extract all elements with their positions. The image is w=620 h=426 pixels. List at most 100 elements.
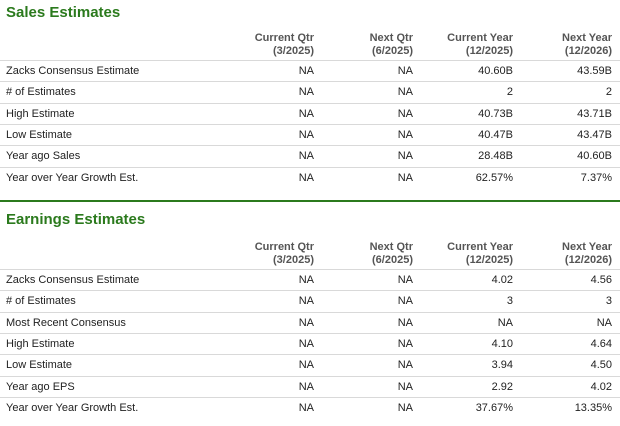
header-line1: Next Year: [562, 32, 612, 44]
row-value: NA: [397, 359, 413, 372]
header-line2: (3/2025): [273, 45, 314, 57]
row-label: Zacks Consensus Estimate: [6, 274, 140, 286]
header-line2: (12/2025): [465, 254, 513, 266]
table-row: Year over Year Growth Est. NA NA 62.57% 7.37…: [0, 166, 620, 189]
row-value: NA: [397, 107, 413, 120]
row-label: High Estimate: [6, 337, 75, 350]
row-value: 40.73B: [478, 107, 513, 120]
row-value: NA: [298, 107, 314, 120]
row-value: NA: [397, 128, 413, 141]
row-value: 3: [506, 295, 513, 308]
row-value: NA: [298, 274, 314, 286]
row-value: 43.47B: [577, 128, 612, 141]
table-row: Year over Year Growth Est. NA NA 37.67% 13.3…: [0, 396, 620, 419]
row-label: # of Estimates: [6, 86, 76, 99]
header-line1: Current Year: [447, 241, 513, 253]
table-row: Zacks Consensus Estimate NA NA 40.60B 43.59B: [0, 60, 620, 82]
row-value: 40.47B: [478, 128, 513, 141]
row-value: 2: [506, 86, 513, 99]
row-value: NA: [397, 401, 413, 414]
row-value: NA: [397, 316, 413, 329]
row-label: Year over Year Growth Est.: [6, 401, 139, 414]
row-label: Year ago Sales: [6, 150, 81, 163]
row-value: 43.71B: [577, 107, 612, 120]
row-value: 28.48B: [478, 150, 513, 163]
header-line1: Current Qtr: [254, 32, 314, 44]
table-row: Year ago Sales NA NA 28.48B 40.60B: [0, 145, 620, 167]
earnings-header-next-qtr: Next Qtr (6/2025): [370, 241, 413, 267]
header-line1: Next Qtr: [369, 241, 413, 253]
row-value: NA: [596, 316, 612, 329]
section-divider: [0, 200, 620, 202]
header-line2: (6/2025): [372, 45, 413, 57]
header-line1: Next Qtr: [369, 32, 413, 44]
row-value: 62.57%: [475, 171, 513, 184]
row-label: # of Estimates: [6, 295, 76, 308]
earnings-header-current-year: Current Year (12/2025): [447, 241, 513, 267]
header-line2: (12/2026): [564, 45, 612, 57]
row-value: NA: [298, 380, 314, 393]
row-value: 4.50: [590, 359, 612, 372]
row-value: NA: [298, 295, 314, 308]
header-line2: (6/2025): [372, 254, 413, 266]
row-value: 4.56: [590, 274, 612, 286]
earnings-estimates-title: Earnings Estimates: [6, 211, 146, 228]
header-line2: (3/2025): [273, 254, 314, 266]
row-value: 2: [605, 86, 612, 99]
row-value: 7.37%: [580, 171, 612, 184]
table-row: # of Estimates NA NA 3 3: [0, 290, 620, 312]
table-row: Low Estimate NA NA 3.94 4.50: [0, 354, 620, 376]
row-value: NA: [397, 274, 413, 286]
header-line1: Current Year: [447, 32, 513, 44]
row-value: 3.94: [491, 359, 513, 372]
sales-header-next-qtr: Next Qtr (6/2025): [370, 32, 413, 58]
row-value: NA: [397, 171, 413, 184]
row-value: 2.92: [491, 380, 513, 393]
row-value: 4.64: [590, 337, 612, 350]
row-label: Most Recent Consensus: [6, 316, 126, 329]
row-value: NA: [298, 359, 314, 372]
row-value: 4.02: [491, 274, 513, 286]
header-line1: Current Qtr: [254, 241, 314, 253]
row-value: NA: [397, 380, 413, 393]
row-value: NA: [497, 316, 513, 329]
row-value: 13.35%: [574, 401, 612, 414]
row-label: Zacks Consensus Estimate: [6, 65, 140, 77]
table-row: High Estimate NA NA 4.10 4.64: [0, 332, 620, 355]
row-label: High Estimate: [6, 107, 75, 120]
row-value: 43.59B: [577, 65, 612, 77]
row-value: NA: [298, 171, 314, 184]
table-row: High Estimate NA NA 40.73B 43.71B: [0, 102, 620, 125]
table-row: Low Estimate NA NA 40.47B 43.47B: [0, 123, 620, 146]
row-label: Low Estimate: [6, 359, 73, 372]
row-value: NA: [397, 86, 413, 99]
header-line2: (12/2026): [564, 254, 612, 266]
row-value: 4.02: [590, 380, 612, 393]
sales-estimates-title: Sales Estimates: [6, 4, 121, 21]
row-value: NA: [397, 65, 413, 77]
table-row: Most Recent Consensus NA NA NA NA: [0, 311, 620, 334]
row-value: NA: [298, 337, 314, 350]
row-label: Year over Year Growth Est.: [6, 171, 139, 184]
earnings-header-next-year: Next Year (12/2026): [562, 241, 612, 267]
row-value: NA: [298, 86, 314, 99]
row-value: 3: [605, 295, 612, 308]
row-value: NA: [298, 316, 314, 329]
row-value: 40.60B: [478, 65, 513, 77]
row-value: NA: [397, 337, 413, 350]
row-value: NA: [298, 128, 314, 141]
table-row: # of Estimates NA NA 2 2: [0, 81, 620, 103]
row-value: NA: [298, 65, 314, 77]
table-row: Year ago EPS NA NA 2.92 4.02: [0, 375, 620, 398]
row-label: Low Estimate: [6, 128, 73, 141]
sales-header-current-qtr: Current Qtr (3/2025): [255, 32, 314, 58]
row-value: 37.67%: [475, 401, 513, 414]
sales-header-current-year: Current Year (12/2025): [447, 32, 513, 58]
row-value: NA: [298, 150, 314, 163]
header-line1: Next Year: [562, 241, 612, 253]
sales-header-next-year: Next Year (12/2026): [562, 32, 612, 58]
table-row: Zacks Consensus Estimate NA NA 4.02 4.56: [0, 269, 620, 291]
row-value: 4.10: [491, 337, 513, 350]
row-value: 40.60B: [577, 150, 612, 163]
row-value: NA: [397, 150, 413, 163]
